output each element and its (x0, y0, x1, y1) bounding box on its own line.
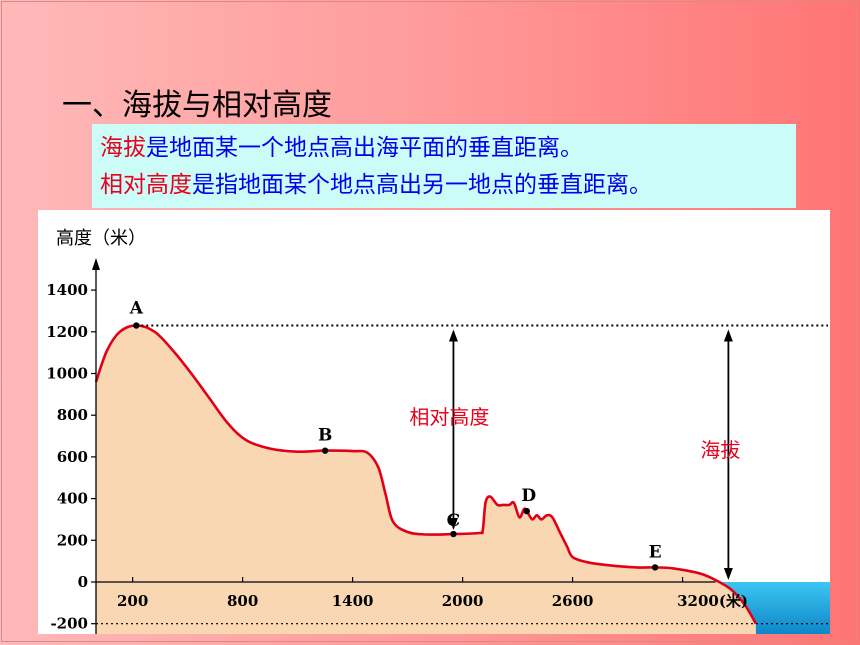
point-d-marker (523, 507, 530, 515)
y-tick-label: 800 (57, 406, 88, 424)
point-c-label: C (447, 511, 461, 531)
terrain-profile-line (94, 324, 758, 625)
page-title: 一、海拔与相对高度 (62, 88, 332, 123)
point-c-marker (450, 530, 457, 538)
altitude-label: 海拔 (700, 438, 740, 462)
point-a-marker (133, 322, 140, 329)
x-tick-label: 3200(米) (677, 592, 748, 610)
definition-relative-height-text: 是指地面某个地点高出另一地点的垂直距离。 (192, 172, 652, 198)
x-tick-label: 2000 (442, 592, 484, 610)
x-tick-label: 1400 (332, 592, 374, 610)
y-tick-label: 200 (57, 531, 88, 549)
point-b-label: B (318, 426, 332, 446)
altitude-arrow (723, 329, 733, 580)
x-tick-label: 200 (117, 592, 148, 610)
x-tick-label: 800 (227, 592, 258, 610)
relative-height-arrow-head-bottom (448, 518, 458, 531)
y-tick-label: -200 (50, 615, 88, 633)
point-d-label: D (521, 486, 536, 506)
elevation-profile-chart: 1400 1200 1000 800 600 400 200 0 -200 200 800 1400 2… (38, 210, 830, 634)
x-tick-label: 2600 (552, 592, 594, 610)
point-b-marker (321, 447, 329, 454)
point-e-marker (651, 564, 659, 571)
y-tick-label: 0 (78, 573, 88, 591)
relative-height-arrow (448, 329, 458, 531)
point-e-label: E (649, 542, 662, 562)
y-tick-label: 1400 (46, 281, 88, 299)
point-a-label: A (129, 299, 144, 319)
land-fill (96, 325, 756, 634)
definition-relative-height: 相对高度是指地面某个地点高出另一地点的垂直距离。 (100, 167, 796, 204)
term-relative-height: 相对高度 (100, 172, 192, 198)
definition-altitude: 海拔是地面某一个地点高出海平面的垂直距离。 (100, 130, 796, 167)
y-tick-label: 1200 (46, 323, 88, 341)
term-altitude: 海拔 (100, 135, 146, 161)
definition-altitude-text: 是地面某一个地点高出海平面的垂直距离。 (146, 135, 583, 161)
relative-height-label: 相对高度 (409, 405, 489, 429)
definition-box: 海拔是地面某一个地点高出海平面的垂直距离。 相对高度是指地面某个地点高出另一地点… (92, 124, 796, 208)
y-axis-title: 高度（米） (56, 228, 146, 249)
y-tick-label: 1000 (46, 365, 88, 383)
y-tick-label: 600 (57, 448, 88, 466)
y-axis-arrow (92, 258, 100, 270)
altitude-arrow-head-top (723, 329, 733, 342)
relative-height-arrow-head-top (448, 329, 458, 342)
y-tick-label: 400 (57, 490, 88, 508)
altitude-arrow-head-bottom (723, 568, 733, 580)
